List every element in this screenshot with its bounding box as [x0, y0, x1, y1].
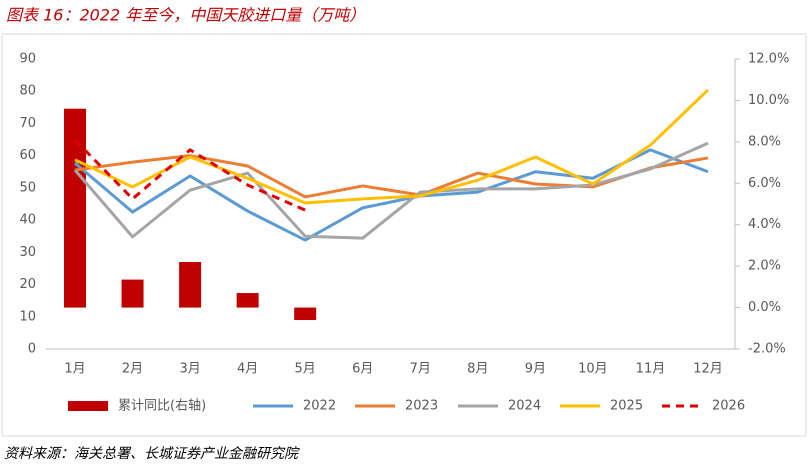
y-tick-label: 90: [19, 52, 36, 67]
y2-tick-label: 8.0%: [748, 134, 781, 149]
x-tick-label: 2月: [122, 362, 143, 377]
x-tick-label: 5月: [295, 362, 316, 377]
y-tick-label: 80: [19, 84, 36, 99]
line: [74, 88, 710, 205]
y-tick-label: 0: [28, 342, 36, 357]
y-tick-label: 20: [19, 277, 36, 292]
y-tick-label: 50: [19, 180, 36, 195]
line: [74, 154, 709, 199]
x-tick-label: 4月: [237, 362, 258, 377]
frame: [1, 33, 807, 437]
line: [74, 148, 709, 242]
y2-tick-label: 0.0%: [748, 300, 781, 315]
y-tick-label: 60: [19, 148, 36, 163]
y-tick-label: 10: [19, 309, 36, 324]
y-tick-label: 70: [19, 116, 36, 131]
legend-label: 2023: [405, 399, 438, 414]
x-tick-label: 12月: [693, 362, 723, 377]
x-tick-label: 1月: [64, 362, 85, 377]
bar: [294, 307, 317, 320]
title: 图表 16：2022 年至今，中国天胶进口量（万吨）: [6, 6, 365, 25]
x-tick-label: 10月: [578, 362, 608, 377]
y-tick-label: 40: [19, 213, 36, 228]
y-tick-label: 30: [19, 245, 36, 260]
x-tick-label: 7月: [410, 362, 431, 377]
legend-label: 2024: [508, 399, 541, 414]
x-tick-label: 3月: [179, 362, 200, 377]
bar: [179, 262, 202, 308]
line: [73, 141, 709, 240]
x-tick-label: 9月: [525, 362, 546, 377]
y2-tick-label: -2.0%: [748, 342, 786, 357]
x-tick-label: 8月: [467, 362, 488, 377]
x-tick-label: 11月: [636, 362, 666, 377]
y2-tick-label: 10.0%: [748, 93, 789, 108]
bar: [121, 279, 144, 308]
x-tick-label: 6月: [352, 362, 373, 377]
legend-label: 2026: [712, 399, 745, 414]
legend-label: 2025: [610, 399, 643, 414]
line: [73, 138, 306, 212]
legend-label: 累计同比(右轴): [118, 399, 206, 414]
y2-tick-label: 2.0%: [748, 259, 781, 274]
y2-tick-label: 12.0%: [748, 52, 789, 67]
y2-tick-label: 6.0%: [748, 176, 781, 191]
legend-label: 2022: [303, 399, 336, 414]
bar: [64, 108, 86, 308]
y2-tick-label: 4.0%: [748, 217, 781, 232]
legend-swatch: [68, 401, 108, 411]
bar: [236, 293, 259, 308]
source: 资料来源：海关总署、长城证券产业金融研究院: [4, 446, 300, 462]
